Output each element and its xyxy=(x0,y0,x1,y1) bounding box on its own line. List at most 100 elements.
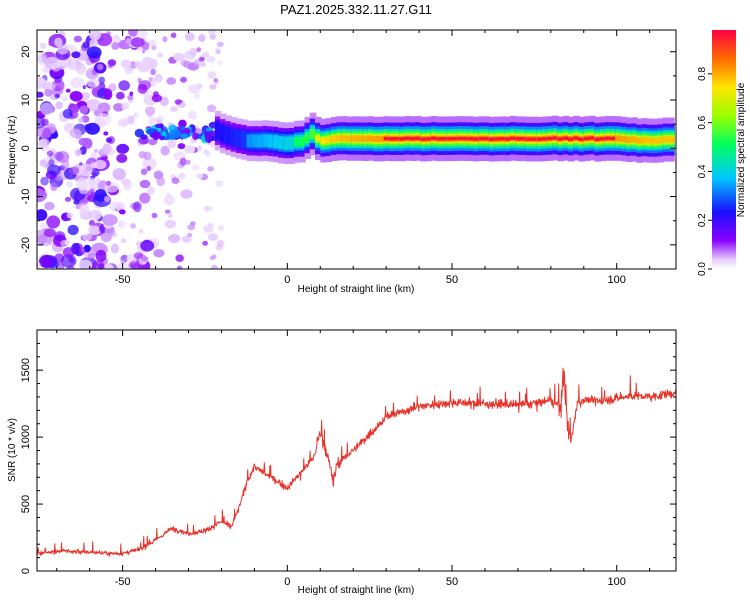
spectrogram-ridge-cell xyxy=(478,136,485,141)
spectrogram-ridge-cell xyxy=(315,135,322,142)
spectrogram-ridge-cell xyxy=(615,135,622,142)
spectrogram-cell xyxy=(102,143,112,155)
spectrogram-cell xyxy=(43,228,56,238)
spectrogram-cell xyxy=(81,92,91,100)
spectrogram-cell xyxy=(144,106,156,116)
spectrogram-cell xyxy=(111,42,120,50)
spectrogram-cell xyxy=(190,221,196,226)
spectrogram-ridge-cell xyxy=(668,136,675,143)
spectrogram-cell xyxy=(166,77,177,85)
spectrogram-cell xyxy=(141,256,149,262)
spectrogram-cell xyxy=(89,210,102,220)
spectrogram-ridge-cell xyxy=(415,136,422,141)
spectrogram-ridge-cell xyxy=(515,137,522,141)
spectrogram-cell xyxy=(105,180,112,187)
spectrogram-cell xyxy=(46,215,61,229)
spectrogram-cell xyxy=(203,149,209,155)
x-tick-label: 50 xyxy=(446,274,458,286)
spectrogram-cell xyxy=(183,60,192,69)
spectrogram-ridge-cell xyxy=(436,137,443,141)
spectrogram-cell xyxy=(62,108,73,119)
spectrogram-cell xyxy=(208,30,216,35)
spectrogram-cell xyxy=(187,224,196,231)
spectrogram-cell xyxy=(152,130,160,141)
spectrogram-cell xyxy=(193,93,201,99)
spectrogram-ridge-cell xyxy=(552,136,559,140)
colorbar-tick-label: 0.8 xyxy=(697,67,708,81)
spectrogram-ridge-cell xyxy=(589,136,596,140)
x-tick-label: 100 xyxy=(608,576,626,588)
spectrogram-cell xyxy=(124,66,134,75)
spectrogram-cell xyxy=(200,61,206,68)
spectrogram-cell xyxy=(82,41,90,49)
spectrogram-cell xyxy=(82,233,93,241)
spectrogram-cell xyxy=(115,91,125,100)
spectrogram-ridge-cell xyxy=(641,137,649,144)
spectrogram-ridge-cell xyxy=(367,135,375,142)
spectrogram-ridge-cell xyxy=(235,130,243,148)
spectrogram-cell xyxy=(41,66,50,73)
spectrogram-ridge-cell xyxy=(346,135,354,142)
spectrogram-cell xyxy=(106,31,111,36)
spectrogram-cell xyxy=(216,239,224,248)
spectrogram-ridge-cell xyxy=(625,136,633,143)
spectrogram-cell xyxy=(40,102,53,116)
spectrogram-cell xyxy=(67,58,82,71)
spectrogram-cell xyxy=(151,94,163,103)
spectrogram-cell xyxy=(69,91,83,102)
spectrogram-cell xyxy=(112,168,126,181)
spectrogram-ridge-cell xyxy=(578,137,586,141)
spectrogram-cell xyxy=(167,212,173,219)
spectrogram-cell xyxy=(130,37,145,48)
spectrogram-ridge-cell xyxy=(467,136,475,141)
spectrogram-ridge xyxy=(214,111,675,164)
spectrogram-cell xyxy=(73,199,80,205)
spectrogram-cell xyxy=(54,37,63,47)
spectrogram-ridge-cell xyxy=(599,137,607,141)
spectrogram-ridge-cell xyxy=(283,136,290,150)
spectrogram-cell xyxy=(89,30,102,41)
spectrogram-cell xyxy=(165,192,172,198)
spectrogram-ridge-cell xyxy=(320,137,327,144)
spectrogram-ridge-cell xyxy=(452,136,459,141)
spectrogram-ridge-cell xyxy=(531,137,538,141)
x-tick-label: 0 xyxy=(284,576,290,588)
x-tick-label: -50 xyxy=(115,576,131,588)
spectrogram-cell xyxy=(129,261,137,269)
spectrogram-cell xyxy=(65,88,71,93)
spectrogram-ridge-cell xyxy=(351,135,359,142)
y-tick-label: 0 xyxy=(20,145,32,151)
spectrogram-cell xyxy=(147,186,155,195)
spectrogram-cell xyxy=(39,42,47,49)
spectrogram-ridge-cell xyxy=(388,137,396,141)
spectrogram-ridge-cell xyxy=(267,134,275,148)
spectrogram-cell xyxy=(142,157,157,170)
y-tick-label: 0 xyxy=(20,568,32,574)
spectrogram-cell xyxy=(119,259,126,264)
spectrogram-cell xyxy=(120,118,128,127)
spectrogram-cell xyxy=(159,135,166,141)
spectrogram-cell xyxy=(209,104,214,110)
spectrogram-cell xyxy=(71,105,80,114)
spectrogram-ridge-cell xyxy=(520,137,528,141)
spectrogram-cell xyxy=(60,254,77,268)
spectrogram-cell xyxy=(218,224,224,231)
spectrogram-cell xyxy=(44,242,49,247)
spectrogram-cell xyxy=(70,77,85,89)
spectrogram-ridge-cell xyxy=(462,136,470,141)
spectrogram-cell xyxy=(210,264,218,269)
spectrogram-cell xyxy=(128,30,139,37)
spectrogram-cell xyxy=(183,145,196,154)
spectrogram-cell xyxy=(74,149,82,157)
spectrogram-cell xyxy=(138,80,152,91)
spectrogram-cell xyxy=(94,113,112,126)
spectrogram-cell xyxy=(37,52,48,65)
spectrogram-cell xyxy=(169,129,182,139)
spectrogram-cell xyxy=(37,209,48,221)
spectrogram-cell xyxy=(153,249,165,258)
spectrogram-cell xyxy=(171,177,180,184)
colorbar-tick-label: 0.0 xyxy=(697,262,708,276)
spectrogram-cell xyxy=(151,45,157,51)
